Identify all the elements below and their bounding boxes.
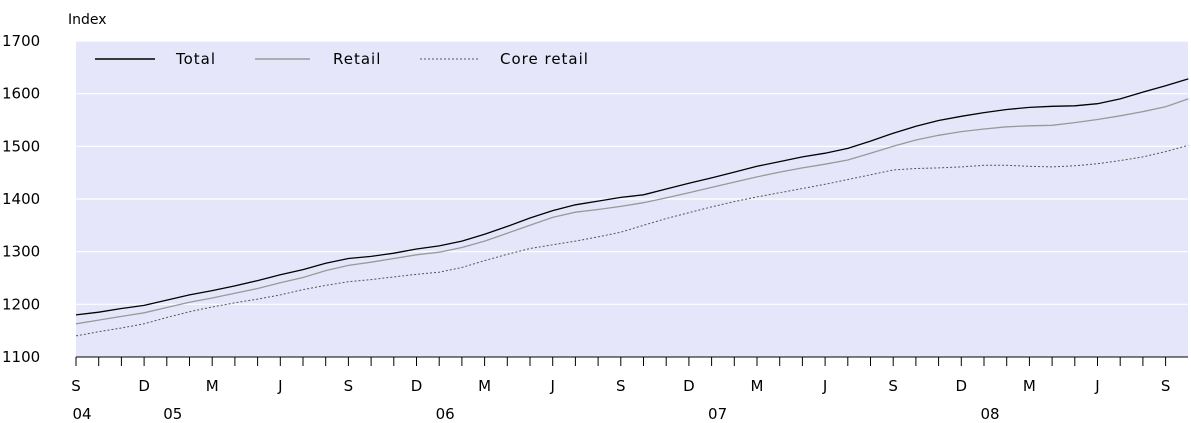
series-line-total	[75, 78, 1189, 316]
x-year-label: 04	[72, 405, 91, 423]
x-month-label: J	[822, 377, 827, 395]
x-month-label: D	[138, 377, 150, 395]
x-month-label: S	[1161, 377, 1171, 395]
x-month-label: D	[683, 377, 695, 395]
x-month-label: S	[616, 377, 626, 395]
legend-label: Core retail	[500, 50, 589, 68]
y-tick-label: 1100	[2, 348, 40, 366]
x-year-label: 08	[980, 405, 999, 423]
series-line-retail	[75, 98, 1189, 325]
x-month-label: J	[549, 377, 554, 395]
x-month-label: S	[888, 377, 898, 395]
y-tick-label: 1500	[2, 137, 40, 155]
x-month-label: D	[411, 377, 423, 395]
x-month-label: D	[956, 377, 968, 395]
x-year-label: 05	[163, 405, 182, 423]
y-tick-label: 1200	[2, 295, 40, 313]
x-month-label: M	[478, 377, 491, 395]
y-tick-label: 1600	[2, 85, 40, 103]
x-year-label: 07	[708, 405, 727, 423]
y-tick-label: 1400	[2, 190, 40, 208]
y-tick-label: 1700	[2, 32, 40, 50]
series-line-core-retail	[75, 144, 1189, 337]
legend-label: Retail	[333, 50, 381, 68]
x-month-label: M	[206, 377, 219, 395]
x-month-label: S	[344, 377, 354, 395]
x-month-label: S	[71, 377, 81, 395]
x-year-label: 06	[436, 405, 455, 423]
x-month-label: M	[751, 377, 764, 395]
y-tick-label: 1300	[2, 243, 40, 261]
y-axis-unit-label: Index	[68, 12, 107, 28]
x-month-label: J	[277, 377, 282, 395]
x-month-label: J	[1094, 377, 1099, 395]
x-month-label: M	[1023, 377, 1036, 395]
legend-label: Total	[175, 50, 216, 68]
